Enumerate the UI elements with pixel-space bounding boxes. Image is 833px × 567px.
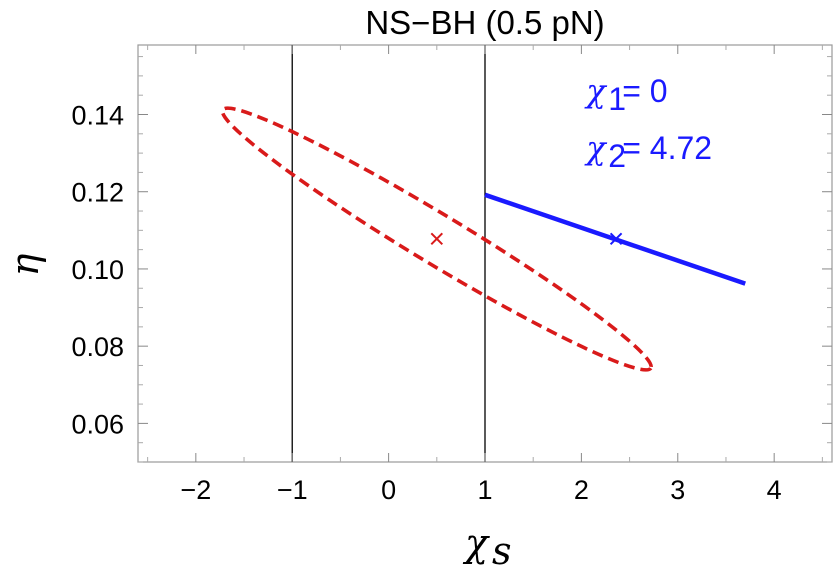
x-tick-label: −2	[180, 475, 211, 505]
marker-stroke	[430, 232, 444, 246]
annotation-subscript: 1	[608, 81, 626, 117]
red-x-marker	[430, 232, 444, 246]
x-axis-label-subscript: s	[492, 529, 512, 567]
annotation-symbol: χ	[584, 129, 607, 167]
y-tick-label: 0.08	[71, 332, 124, 362]
x-tick-label: 4	[767, 475, 782, 505]
annotation-value: = 4.72	[622, 130, 712, 166]
x-tick-label: 2	[574, 475, 589, 505]
x-tick-label: 1	[477, 475, 492, 505]
annotation-symbol: χ	[584, 72, 607, 110]
x-tick-label: −1	[277, 475, 308, 505]
blue-x-marker	[609, 232, 623, 246]
x-tick-label: 0	[381, 475, 396, 505]
y-tick-label: 0.06	[71, 409, 124, 439]
y-axis-label: η	[3, 253, 47, 276]
marker-stroke	[609, 232, 623, 246]
x-tick-label: 3	[670, 475, 685, 505]
x-axis-label: χ	[462, 521, 490, 565]
annotation-subscript: 2	[608, 138, 626, 174]
y-tick-label: 0.12	[71, 178, 124, 208]
annotation-value: = 0	[622, 73, 667, 109]
y-tick-label: 0.10	[71, 255, 124, 285]
y-tick-label: 0.14	[71, 101, 124, 131]
chart-title: NS−BH (0.5 pN)	[365, 4, 604, 41]
confidence-ellipse	[220, 106, 653, 372]
